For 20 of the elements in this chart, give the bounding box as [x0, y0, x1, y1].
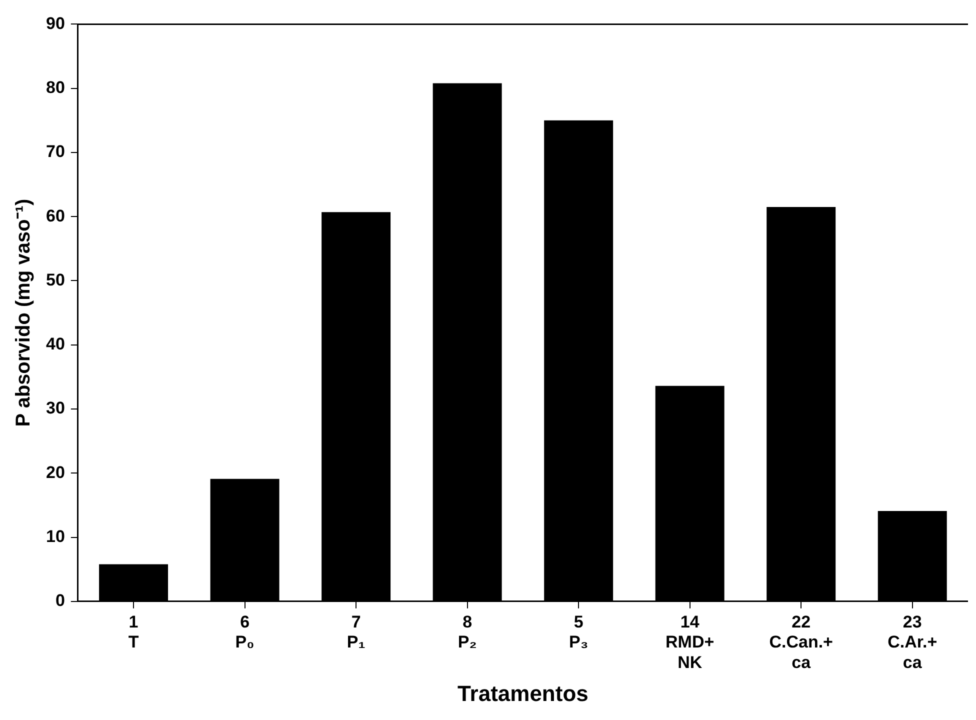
- y-tick-label: 20: [46, 462, 65, 482]
- y-tick-label: 40: [46, 334, 65, 354]
- x-axis-title: Tratamentos: [458, 680, 588, 706]
- y-tick-label: 50: [46, 270, 65, 290]
- x-tick-label: 6 P₀: [235, 612, 254, 652]
- x-tick-label: 7 P₁: [346, 612, 366, 652]
- x-tick-label: 23 C.Ar.+ ca: [888, 612, 938, 672]
- x-tick-label: 8 P₂: [458, 612, 477, 652]
- y-tick-label: 10: [46, 526, 65, 546]
- y-tick-label: 80: [46, 78, 65, 98]
- y-tick-label: 70: [46, 142, 65, 162]
- x-tick-label: 22 C.Can.+ ca: [769, 612, 834, 672]
- x-tick-label: 14 RMD+ NK: [666, 612, 714, 672]
- x-tick-label: 5 P₃: [568, 612, 588, 652]
- y-tick-label: 90: [46, 14, 65, 33]
- y-tick-label: 60: [46, 206, 65, 226]
- y-tick-label: 30: [46, 398, 65, 418]
- x-tick-label: 1 T: [128, 612, 140, 652]
- y-axis-title: P absorvido (mg vaso⁻¹): [12, 198, 35, 427]
- y-tick-label: 0: [55, 591, 65, 610]
